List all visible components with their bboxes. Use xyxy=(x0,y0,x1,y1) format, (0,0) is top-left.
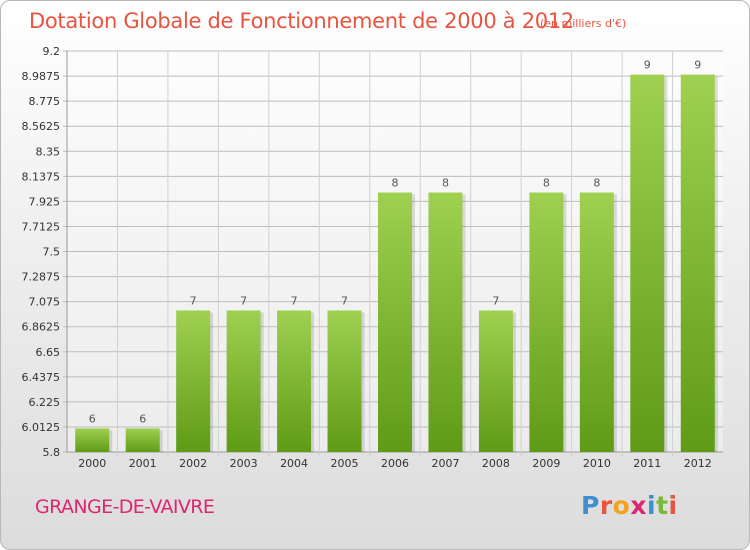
bar-2002[interactable] xyxy=(176,310,211,452)
data-label: 7 xyxy=(291,294,298,307)
y-tick-label: 6.65 xyxy=(36,346,61,359)
y-tick-label: 6.0125 xyxy=(22,421,61,434)
x-tick-label: 2005 xyxy=(331,457,359,470)
logo-letter: t xyxy=(656,491,669,520)
y-tick-label: 8.775 xyxy=(29,95,61,108)
bar-2010[interactable] xyxy=(579,192,614,452)
logo-letter: i xyxy=(647,491,657,520)
data-label: 8 xyxy=(392,177,399,190)
x-tick-label: 2010 xyxy=(583,457,611,470)
data-label: 8 xyxy=(442,177,449,190)
y-tick-label: 6.225 xyxy=(29,396,61,409)
y-tick-label: 6.8625 xyxy=(22,321,61,334)
y-tick-label: 7.5 xyxy=(43,246,61,259)
bar-2011[interactable] xyxy=(630,74,665,453)
y-tick-label: 7.075 xyxy=(29,296,61,309)
x-tick-label: 2001 xyxy=(129,457,157,470)
y-tick-label: 8.1375 xyxy=(22,170,61,183)
data-label: 7 xyxy=(341,294,348,307)
logo-letter: r xyxy=(599,491,613,520)
bar-2005[interactable] xyxy=(327,310,362,452)
x-tick-label: 2003 xyxy=(230,457,258,470)
logo-letter: o xyxy=(612,491,631,520)
y-tick-label: 9.2 xyxy=(43,45,61,58)
bar-2004[interactable] xyxy=(277,310,312,452)
bar-2009[interactable] xyxy=(529,192,564,452)
y-tick-label: 6.4375 xyxy=(22,371,61,384)
proxiti-logo[interactable]: Proxiti xyxy=(581,491,691,525)
bar-layer xyxy=(75,74,718,453)
bar-2007[interactable] xyxy=(428,192,463,452)
logo-letter: i xyxy=(668,491,678,520)
y-tick-label: 8.35 xyxy=(36,145,61,158)
bar-2000[interactable] xyxy=(75,428,110,452)
commune-name: GRANGE-DE-VAIVRE xyxy=(35,496,215,518)
x-tick-label: 2008 xyxy=(482,457,510,470)
data-label: 6 xyxy=(139,412,146,425)
data-label: 7 xyxy=(492,294,499,307)
bar-2008[interactable] xyxy=(478,310,513,452)
x-tick-label: 2000 xyxy=(78,457,106,470)
data-label: 8 xyxy=(593,177,600,190)
x-tick-label: 2006 xyxy=(381,457,409,470)
bar-2001[interactable] xyxy=(125,428,160,452)
chart-unit: (en milliers d'€) xyxy=(540,17,627,30)
bar-2012[interactable] xyxy=(680,74,715,453)
data-label: 9 xyxy=(694,59,701,72)
data-label: 9 xyxy=(644,59,651,72)
x-tick-label: 2007 xyxy=(431,457,459,470)
x-tick-label: 2012 xyxy=(684,457,712,470)
y-tick-label: 7.7125 xyxy=(22,220,61,233)
chart-title: Dotation Globale de Fonctionnement de 20… xyxy=(29,9,574,33)
y-tick-label: 8.9875 xyxy=(22,70,61,83)
bar-2006[interactable] xyxy=(378,192,412,452)
data-label: 6 xyxy=(89,412,96,425)
x-tick-label: 2011 xyxy=(633,457,661,470)
x-tick-label: 2002 xyxy=(179,457,207,470)
logo-letter: P xyxy=(581,491,600,520)
y-tick-label: 8.5625 xyxy=(22,120,61,133)
data-label: 7 xyxy=(190,294,197,307)
y-tick-label: 7.2875 xyxy=(22,271,61,284)
logo-letter: x xyxy=(630,491,647,520)
x-tick-label: 2009 xyxy=(532,457,560,470)
y-tick-label: 5.8 xyxy=(43,446,61,459)
label-layer: 5.8 6.0125 6.225 6.4375 6.65 6.8625 7.075 7.287… xyxy=(22,45,712,470)
x-tick-label: 2004 xyxy=(280,457,308,470)
data-label: 7 xyxy=(240,294,247,307)
data-label: 8 xyxy=(543,177,550,190)
y-tick-label: 7.925 xyxy=(29,195,61,208)
bar-2003[interactable] xyxy=(226,310,261,452)
